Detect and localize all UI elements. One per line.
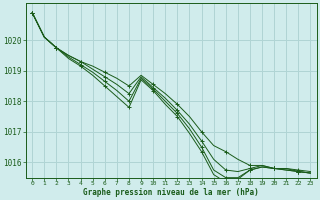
X-axis label: Graphe pression niveau de la mer (hPa): Graphe pression niveau de la mer (hPa) <box>84 188 259 197</box>
